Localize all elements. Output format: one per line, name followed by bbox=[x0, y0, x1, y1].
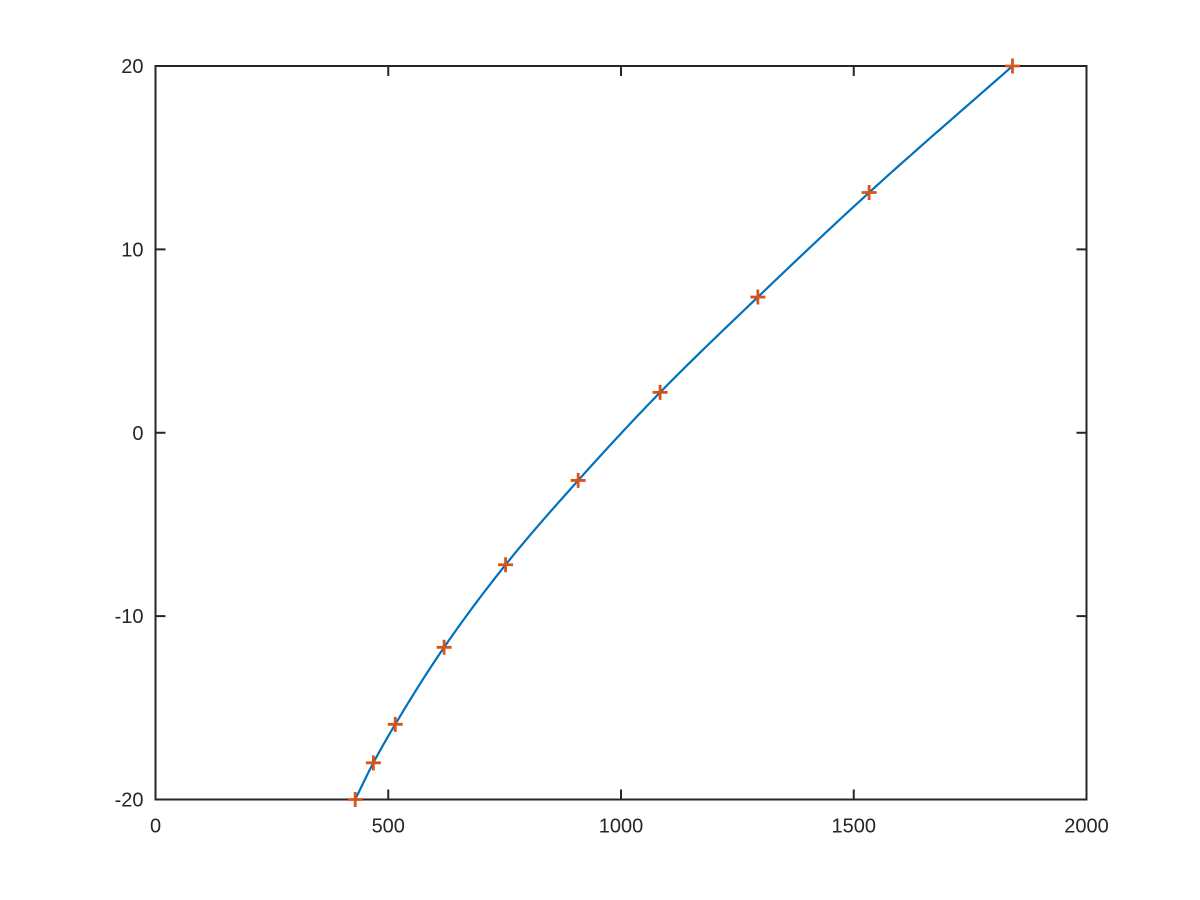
data-marker bbox=[498, 557, 514, 573]
data-marker bbox=[861, 185, 877, 201]
x-tick-label: 0 bbox=[150, 816, 161, 838]
x-tick-label: 500 bbox=[372, 816, 405, 838]
x-tick-label: 1500 bbox=[832, 816, 877, 838]
y-tick-label: -20 bbox=[115, 790, 144, 812]
data-marker bbox=[1004, 58, 1020, 74]
data-marker bbox=[365, 755, 381, 771]
data-marker bbox=[750, 289, 766, 305]
data-marker bbox=[347, 792, 363, 807]
x-tick-label: 1000 bbox=[599, 816, 644, 838]
data-marker bbox=[387, 716, 403, 732]
data-marker bbox=[570, 472, 586, 488]
data-marker bbox=[436, 639, 452, 655]
y-tick-label: 20 bbox=[121, 56, 143, 78]
y-tick-label: 10 bbox=[121, 239, 143, 261]
data-curve bbox=[354, 64, 1014, 801]
data-marker bbox=[652, 384, 668, 400]
x-tick-label: 2000 bbox=[1064, 816, 1109, 838]
y-tick-label: -10 bbox=[115, 606, 144, 628]
y-tick-label: 0 bbox=[132, 423, 143, 445]
